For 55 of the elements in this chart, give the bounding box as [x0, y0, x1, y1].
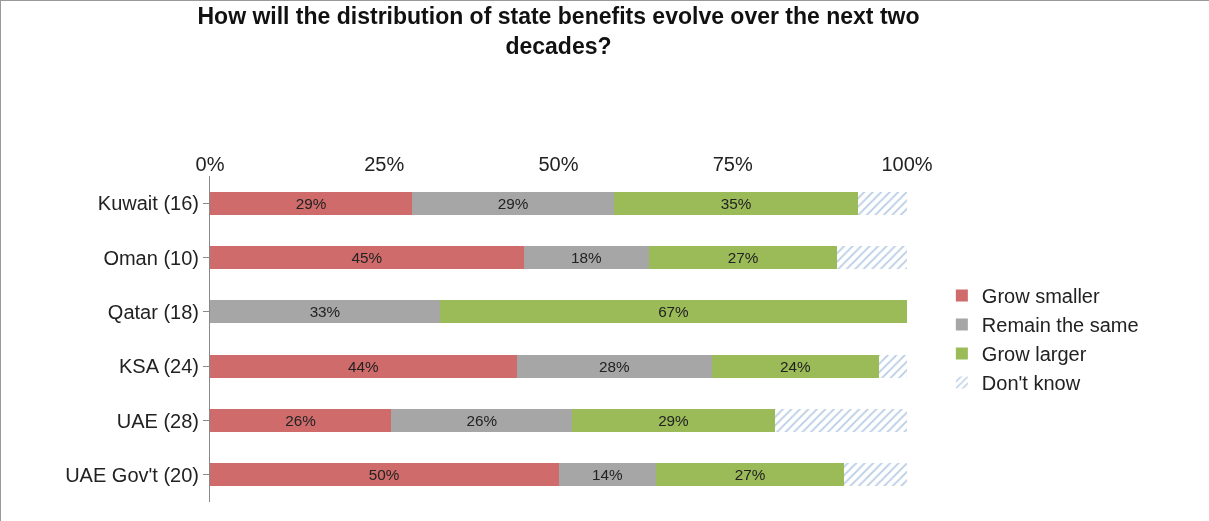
bar: [210, 463, 559, 487]
data-label: 14%: [591, 466, 623, 484]
data-label: 27%: [727, 248, 759, 266]
bar: [858, 191, 907, 215]
bar: [711, 354, 880, 378]
data-label: 29%: [497, 194, 529, 212]
legend-label: Remain the same: [981, 314, 1139, 337]
data-label: 28%: [598, 357, 630, 375]
data-label: 67%: [658, 303, 690, 321]
data-label: 24%: [780, 357, 812, 375]
bar: [412, 191, 615, 215]
bar: [879, 354, 907, 378]
bar: [210, 246, 524, 269]
y-tick-label: Kuwait (16): [97, 192, 199, 215]
bar: [572, 409, 775, 432]
x-tick-label: 25%: [364, 153, 405, 175]
bar: [210, 300, 441, 324]
chart-title: How will the distribution of state benefits evolve over the next two decades?: [197, 3, 920, 60]
bar: [614, 191, 859, 215]
bar: [656, 463, 845, 487]
data-label: 26%: [466, 411, 498, 429]
bar: [523, 246, 650, 269]
bar: [210, 409, 392, 432]
bar: [649, 246, 838, 269]
y-tick-label: Qatar (18): [107, 300, 199, 323]
bar: [516, 354, 712, 378]
x-tick-label: 0%: [195, 153, 225, 175]
x-tick-label: 50%: [538, 153, 579, 175]
bar: [210, 354, 517, 378]
data-label: 33%: [309, 303, 341, 321]
bar: [210, 191, 413, 215]
x-tick-label: 100%: [881, 153, 933, 175]
bar: [837, 246, 907, 269]
data-label: 29%: [295, 194, 327, 212]
y-tick-label: UAE Gov't (20): [65, 463, 199, 486]
data-label: 27%: [734, 466, 766, 484]
y-tick-label: UAE (28): [116, 409, 199, 432]
legend-label: Grow larger: [981, 343, 1087, 366]
bar: [774, 409, 907, 432]
data-label: 44%: [347, 357, 379, 375]
bar: [391, 409, 573, 432]
text: Don't know: [981, 372, 1081, 395]
x-tick-label: 75%: [712, 153, 753, 175]
bar: [440, 300, 907, 324]
bar: [844, 463, 907, 487]
y-tick-label: Oman (10): [103, 246, 199, 269]
data-label: 26%: [285, 411, 317, 429]
data-label: 50%: [368, 466, 400, 484]
data-label: 35%: [720, 194, 752, 212]
legend-label: Grow smaller: [981, 285, 1100, 308]
data-label: 18%: [571, 248, 602, 266]
data-label: 45%: [351, 248, 383, 266]
y-tick-label: KSA (24): [118, 355, 199, 378]
data-label: 29%: [658, 411, 690, 429]
bar: [558, 463, 657, 487]
